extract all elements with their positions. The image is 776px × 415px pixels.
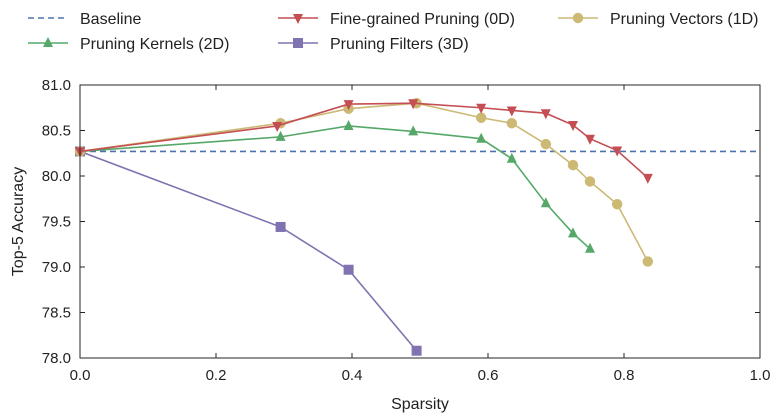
legend-label-pruning-vectors-1d: Pruning Vectors (1D) [610, 11, 759, 28]
data-point-fine-grained-pruning-0d [408, 99, 419, 110]
y-tick-label: 79.5 [42, 214, 71, 231]
data-point-pruning-vectors-1d [540, 138, 552, 150]
data-point-pruning-kernels-2d [506, 152, 517, 163]
y-tick-label: 80.5 [42, 123, 71, 140]
legend-item-pruning-filters-3d: Pruning Filters (3D) [278, 36, 469, 53]
x-tick-label: 0.8 [614, 367, 635, 384]
legend-label-baseline: Baseline [80, 11, 141, 28]
data-point-pruning-vectors-1d [567, 159, 579, 171]
data-point-fine-grained-pruning-0d [642, 173, 653, 184]
plot-area-frame [79, 84, 761, 359]
y-axis: 78.0 78.5 79.0 79.5 80.0 80.5 81.0 [42, 77, 760, 367]
data-point-pruning-kernels-2d [540, 197, 551, 208]
x-tick-label: 0.2 [206, 367, 227, 384]
data-point-fine-grained-pruning-0d [585, 134, 595, 145]
data-point-fine-grained-pruning-0d [476, 103, 487, 114]
data-point-fine-grained-pruning-0d [612, 146, 623, 157]
data-point-pruning-kernels-2d [343, 119, 354, 130]
x-tick-label: 0.0 [70, 367, 91, 384]
y-tick-label: 81.0 [42, 77, 71, 94]
y-tick-label: 79.0 [42, 259, 71, 276]
y-axis-title: Top-5 Accuracy [10, 167, 27, 276]
x-axis-title: Sparsity [391, 396, 449, 413]
x-axis: 0.0 0.2 0.4 0.6 0.8 1.0 [70, 85, 771, 384]
legend: Baseline Fine-grained Pruning (0D) Pruning… [28, 11, 759, 53]
x-tick-label: 1.0 [750, 367, 771, 384]
legend-item-baseline: Baseline [28, 11, 141, 28]
data-point-pruning-vectors-1d [642, 256, 654, 267]
x-tick-label: 0.4 [342, 367, 363, 384]
data-point-pruning-kernels-2d [408, 125, 419, 136]
data-point-fine-grained-pruning-0d [506, 106, 517, 117]
y-tick-label: 78.0 [42, 350, 71, 367]
legend-item-pruning-vectors-1d: Pruning Vectors (1D) [558, 11, 759, 28]
legend-label-fine-grained-pruning-0d: Fine-grained Pruning (0D) [330, 11, 515, 28]
data-point-pruning-filters-3d [343, 264, 354, 275]
legend-marker-pruning-filters-3d [293, 38, 303, 48]
data-point-pruning-kernels-2d [476, 132, 487, 143]
y-tick-label: 80.0 [42, 168, 71, 185]
legend-marker-fine-grained-pruning-0d [293, 14, 303, 24]
series-line-pruning-kernels-2d [79, 125, 591, 250]
data-point-pruning-kernels-2d [568, 227, 578, 238]
x-tick-label: 0.6 [478, 367, 499, 384]
legend-label-pruning-kernels-2d: Pruning Kernels (2D) [80, 36, 229, 53]
data-point-pruning-vectors-1d [611, 198, 623, 210]
series-line-pruning-filters-3d [79, 150, 418, 352]
data-point-fine-grained-pruning-0d [568, 121, 578, 132]
data-point-pruning-kernels-2d [585, 242, 595, 253]
data-point-pruning-filters-3d [275, 221, 286, 232]
series-pruning-filters-3d [75, 146, 422, 356]
series-layer [74, 97, 760, 356]
data-point-pruning-vectors-1d [475, 112, 487, 124]
data-point-fine-grained-pruning-0d [343, 100, 354, 111]
legend-item-fine-grained-pruning-0d: Fine-grained Pruning (0D) [278, 11, 515, 28]
legend-marker-pruning-kernels-2d [43, 37, 53, 47]
legend-item-pruning-kernels-2d: Pruning Kernels (2D) [28, 36, 229, 53]
series-line-fine-grained-pruning-0d [79, 102, 649, 179]
data-point-pruning-kernels-2d [275, 130, 286, 141]
legend-label-pruning-filters-3d: Pruning Filters (3D) [330, 36, 469, 53]
data-point-fine-grained-pruning-0d [540, 109, 551, 120]
y-tick-label: 78.5 [42, 305, 71, 322]
data-point-pruning-vectors-1d [506, 117, 518, 129]
series-fine-grained-pruning-0d [75, 99, 653, 184]
data-point-fine-grained-pruning-0d [272, 121, 283, 132]
data-point-pruning-vectors-1d [584, 176, 596, 187]
legend-marker-pruning-vectors-1d [572, 12, 584, 24]
data-point-pruning-filters-3d [411, 345, 422, 356]
series-pruning-kernels-2d [75, 119, 595, 253]
